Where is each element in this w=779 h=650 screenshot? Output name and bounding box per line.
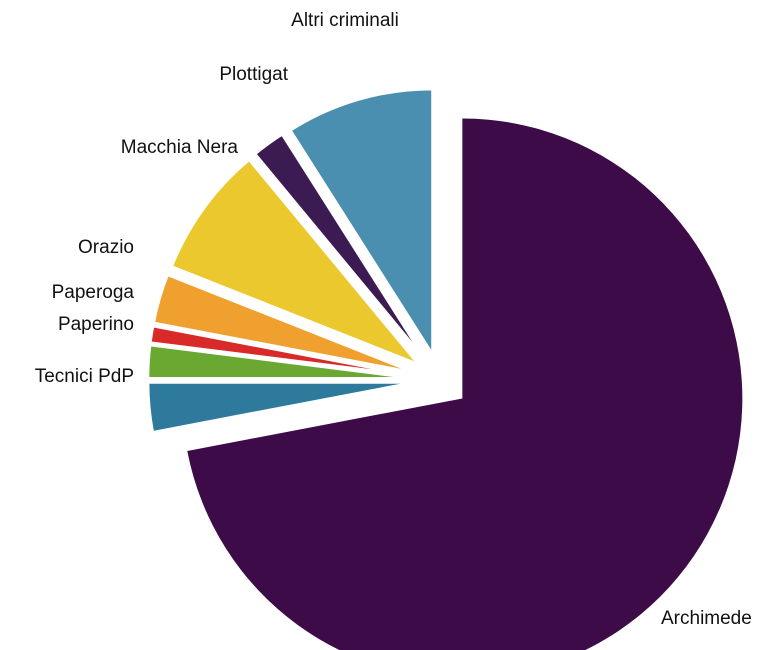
pie-labels: Archimede Tecnici PdP Paperino Paperoga Oraz… xyxy=(35,10,752,629)
pie-slice-tecnici-pdp xyxy=(146,381,415,434)
slice-label-paperino: Paperino xyxy=(58,314,134,335)
slice-label-altri-criminali: Altri criminali xyxy=(291,10,399,31)
slice-label-archimede: Archimede xyxy=(661,608,752,629)
pie-slice-macchia-nera xyxy=(170,158,420,366)
slice-label-paperoga: Paperoga xyxy=(52,282,135,303)
pie-slice-plottigat xyxy=(253,133,426,360)
slice-label-plottigat: Plottigat xyxy=(219,64,288,85)
slice-label-orazio: Orazio xyxy=(78,237,134,258)
pie-slice-altri-criminali xyxy=(289,87,434,356)
pie-slices xyxy=(146,87,743,650)
pie-slice-archimede xyxy=(187,118,743,650)
pie-slice-paperoga xyxy=(149,324,415,378)
pie-slice-orazio xyxy=(152,273,416,374)
pie-slice-paperino xyxy=(146,343,415,380)
slice-label-macchia-nera: Macchia Nera xyxy=(121,137,239,158)
slice-label-tecnici-pdp: Tecnici PdP xyxy=(35,366,134,387)
